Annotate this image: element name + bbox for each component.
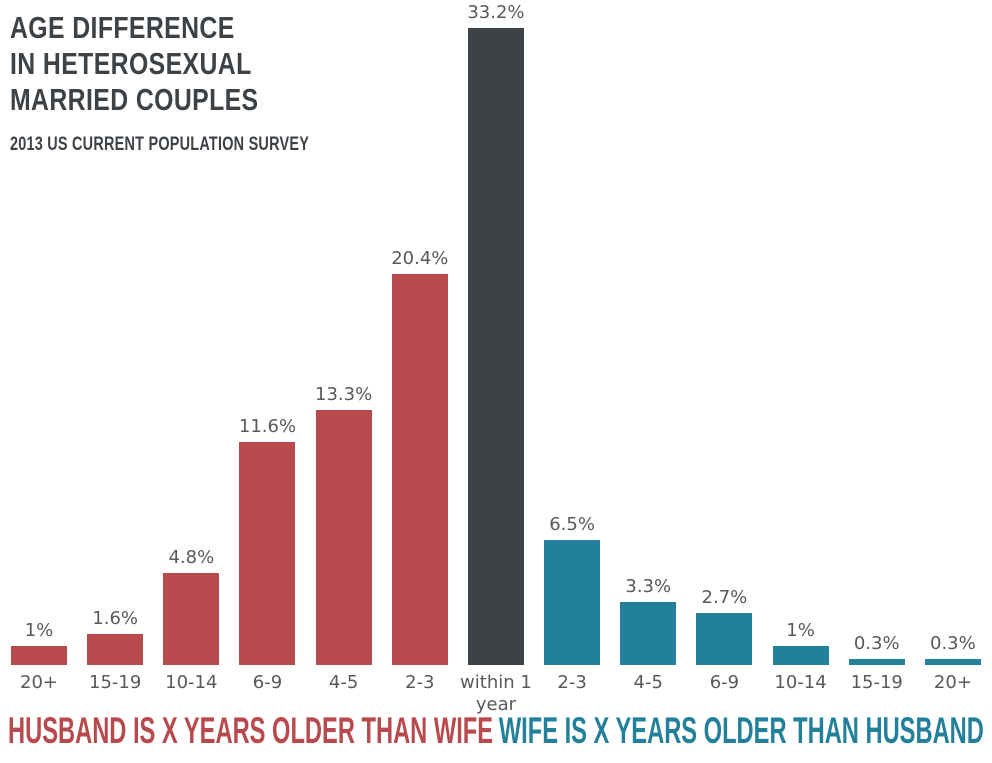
- page-title-line-1: AGE DIFFERENCE: [10, 10, 235, 45]
- bar-column: 20.4% 2-3: [391, 248, 449, 693]
- bar-column: 0.3% 15-19: [848, 633, 905, 693]
- bar: [87, 634, 144, 665]
- bar-axis-label: 15-19: [850, 672, 903, 693]
- bar-axis-label: within 1 year: [460, 672, 532, 715]
- bar-value-label: 3.3%: [625, 576, 672, 597]
- bar-axis-label: 10-14: [165, 672, 218, 693]
- chart-area: 1% 20+ 1.6% 15-19 4.8% 10-14 11.6% 6-9 1…: [11, 2, 981, 715]
- chart-subtitle: 2013 US CURRENT POPULATION SURVEY: [10, 134, 310, 155]
- bar: [848, 659, 905, 665]
- bar-axis-label: 20+: [933, 672, 972, 693]
- page-title-line-2: IN HETEROSEXUAL: [10, 46, 252, 81]
- wife-older-caption: WIFE IS X YEARS OLDER THAN HUSBAND: [498, 710, 984, 751]
- bar: [696, 613, 753, 665]
- bar-value-label: 1%: [786, 620, 815, 641]
- bar-value-label: 20.4%: [391, 248, 449, 269]
- bar-axis-label: 6-9: [252, 672, 283, 693]
- bar-axis-label: 2-3: [557, 672, 587, 693]
- bar-axis-label: 6-9: [709, 672, 740, 693]
- bar: [163, 573, 220, 665]
- bar-value-label: 33.2%: [467, 2, 525, 23]
- bar-column: 3.3% 4-5: [620, 576, 677, 693]
- bar: [772, 646, 829, 665]
- bar-column: 33.2% within 1 year: [460, 2, 532, 715]
- bar-column: 13.3% 4-5: [315, 384, 373, 693]
- bar-value-label: 0.3%: [853, 633, 900, 654]
- bar: [391, 274, 448, 665]
- bar-axis-label: 10-14: [774, 672, 827, 693]
- bar-value-label: 4.8%: [168, 547, 215, 568]
- bar-value-label: 1.6%: [92, 608, 139, 629]
- bar-value-label: 0.3%: [930, 633, 976, 654]
- bar-column: 2.7% 6-9: [696, 587, 753, 693]
- bar-column: 1% 20+: [11, 620, 67, 693]
- bar-column: 1% 10-14: [772, 620, 829, 693]
- bar: [467, 28, 524, 665]
- bar: [11, 646, 67, 665]
- bar-axis-label: 4-5: [328, 672, 359, 693]
- bar-axis-label: 2-3: [405, 672, 435, 693]
- bar-column: 4.8% 10-14: [163, 547, 220, 693]
- header: AGE DIFFERENCE IN HETEROSEXUAL MARRIED C…: [10, 10, 404, 156]
- bar-value-label: 13.3%: [315, 384, 373, 405]
- page-title-line-3: MARRIED COUPLES: [10, 82, 259, 117]
- bar: [924, 659, 981, 665]
- bar: [315, 410, 372, 665]
- bar-axis-label: 4-5: [633, 672, 663, 693]
- bar: [620, 602, 677, 665]
- bar: [239, 442, 296, 665]
- husband-older-caption: HUSBAND IS X YEARS OLDER THAN WIFE: [8, 710, 494, 751]
- bar-axis-label: 20+: [20, 672, 58, 693]
- bar-value-label: 1%: [24, 620, 54, 641]
- bar-column: 0.3% 20+: [924, 633, 981, 693]
- bar-value-label: 11.6%: [238, 416, 297, 437]
- bar-column: 1.6% 15-19: [87, 608, 144, 693]
- bar-column: 11.6% 6-9: [238, 416, 297, 693]
- bar: [544, 540, 601, 665]
- bar-value-label: 6.5%: [549, 514, 595, 535]
- bar-axis-label: 15-19: [89, 672, 142, 693]
- bar-value-label: 2.7%: [701, 587, 748, 608]
- bar-column: 6.5% 2-3: [544, 514, 601, 693]
